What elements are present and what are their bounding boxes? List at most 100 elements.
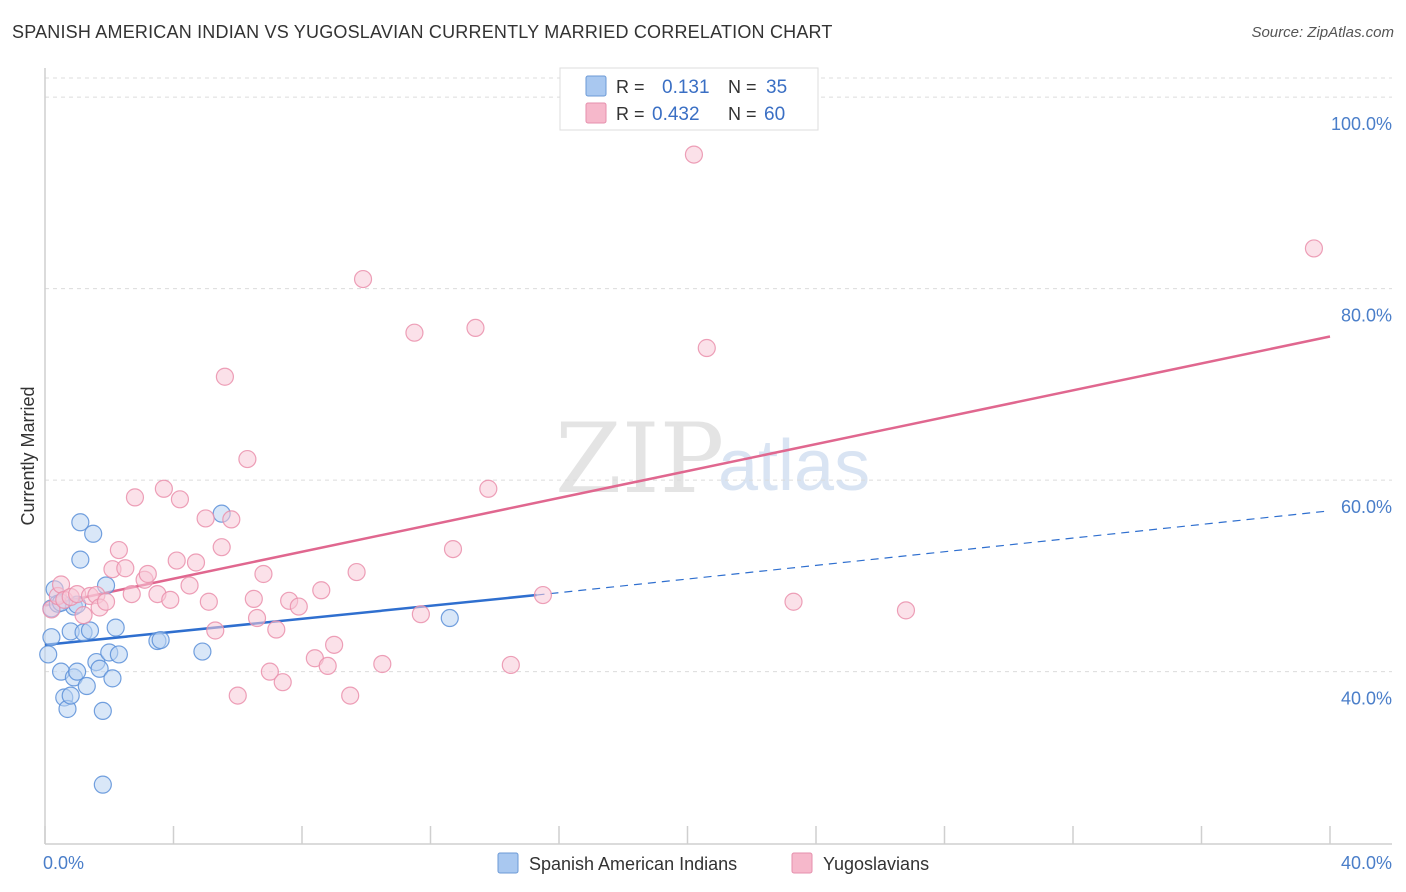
point-yugoslavian [405,323,424,342]
point-yugoslavian [161,590,180,609]
legend-series-swatch-pink [791,852,813,874]
point-yugoslavian [347,562,366,582]
legend-series: Spanish American Indians Yugoslavians [497,852,929,874]
point-yugoslavian [138,564,157,584]
point-spanish-american-indian [71,513,90,532]
legend-series-swatch-blue [497,852,519,874]
point-yugoslavian [784,592,803,611]
y-tick-label: 60.0% [1341,497,1392,517]
legend-r-label-blue: R = [616,77,645,97]
point-yugoslavian [170,490,190,509]
point-yugoslavian [353,269,373,289]
point-spanish-american-indian [68,662,87,681]
legend-series-label-pink: Yugoslavians [823,854,929,874]
point-yugoslavian [312,581,331,600]
point-spanish-american-indian [193,642,212,661]
point-yugoslavian [206,621,225,640]
axes [44,68,1392,845]
y-tick-labels: 40.0% 60.0% 80.0% 100.0% [1331,114,1392,709]
point-yugoslavian [109,540,128,560]
point-spanish-american-indian [77,676,96,696]
trend-lines [44,335,1331,647]
point-yugoslavian [186,553,206,572]
point-spanish-american-indian [93,701,112,721]
legend-r-value-blue: 0.131 [662,77,710,98]
y-tick-label: 40.0% [1341,689,1392,709]
point-yugoslavian [116,559,135,578]
point-spanish-american-indian [80,621,100,640]
x-tick-label: 0.0% [43,853,84,873]
point-yugoslavian [154,479,173,498]
legend-swatch-pink [585,102,607,124]
point-yugoslavian [74,606,93,625]
point-spanish-american-indian [71,550,90,569]
point-spanish-american-indian [39,645,58,664]
point-yugoslavian [196,509,215,528]
point-yugoslavian [125,488,145,507]
legend-n-value-pink: 60 [764,104,785,125]
gridlines [45,77,1392,673]
point-yugoslavian [228,686,247,705]
x-tick-labels: 0.0% 40.0% [43,853,1392,873]
y-tick-label: 80.0% [1341,306,1392,326]
point-yugoslavian [479,479,498,498]
point-yugoslavian [443,539,463,559]
point-yugoslavian [122,584,141,604]
point-yugoslavian [373,654,392,674]
point-yugoslavian [533,585,553,605]
point-yugoslavian [180,576,199,595]
legend-n-label-pink: N = [728,104,757,124]
point-yugoslavian [244,589,263,608]
point-yugoslavian [215,367,234,386]
source-label: Source: ZipAtlas.com [1251,24,1394,41]
x-tick-label: 40.0% [1341,853,1392,873]
point-yugoslavian [222,510,241,529]
legend-r-value-pink: 0.432 [652,104,700,125]
point-yugoslavian [1304,239,1324,258]
legend-n-label-blue: N = [728,77,757,97]
point-yugoslavian [341,686,360,705]
point-yugoslavian [267,620,286,639]
legend-swatch-blue [585,75,607,97]
legend-stats: R = 0.131 N = 35 R = 0.432 N = 60 [559,67,819,131]
point-yugoslavian [238,449,257,469]
trend-line-spanish-american-indian [44,593,537,647]
point-yugoslavian [325,635,344,654]
y-axis-label: Currently Married [18,386,38,525]
point-yugoslavian [289,597,308,616]
point-yugoslavian [318,656,337,676]
point-spanish-american-indian [42,628,61,647]
point-spanish-american-indian [90,659,109,678]
point-spanish-american-indian [109,645,128,664]
point-yugoslavian [684,145,704,164]
legend-n-value-blue: 35 [766,77,787,98]
watermark-zip: ZIP [555,403,724,515]
point-spanish-american-indian [103,669,122,688]
chart-title: SPANISH AMERICAN INDIAN VS YUGOSLAVIAN C… [12,22,833,42]
trend-line-yugoslavian [44,335,1331,607]
point-spanish-american-indian [440,608,459,628]
point-yugoslavian [260,662,279,681]
point-yugoslavian [247,608,267,628]
point-spanish-american-indian [106,618,125,637]
point-yugoslavian [411,605,430,624]
y-tick-label: 100.0% [1331,114,1392,134]
point-spanish-american-indian [93,775,112,794]
point-yugoslavian [212,538,231,557]
point-yugoslavian [697,338,716,358]
point-spanish-american-indian [84,524,103,543]
point-yugoslavian [896,601,916,620]
point-yugoslavian [167,551,186,570]
point-yugoslavian [96,592,116,611]
point-yugoslavian [466,318,485,338]
x-ticks [44,826,1331,844]
legend-series-label-blue: Spanish American Indians [529,854,737,874]
data-points [39,145,1324,794]
trend-line-spanish-american-indian-extension [536,510,1331,596]
point-spanish-american-indian [61,686,80,705]
point-yugoslavian [273,673,292,692]
point-yugoslavian [501,655,520,675]
point-spanish-american-indian [151,630,170,650]
point-yugoslavian [254,564,273,584]
